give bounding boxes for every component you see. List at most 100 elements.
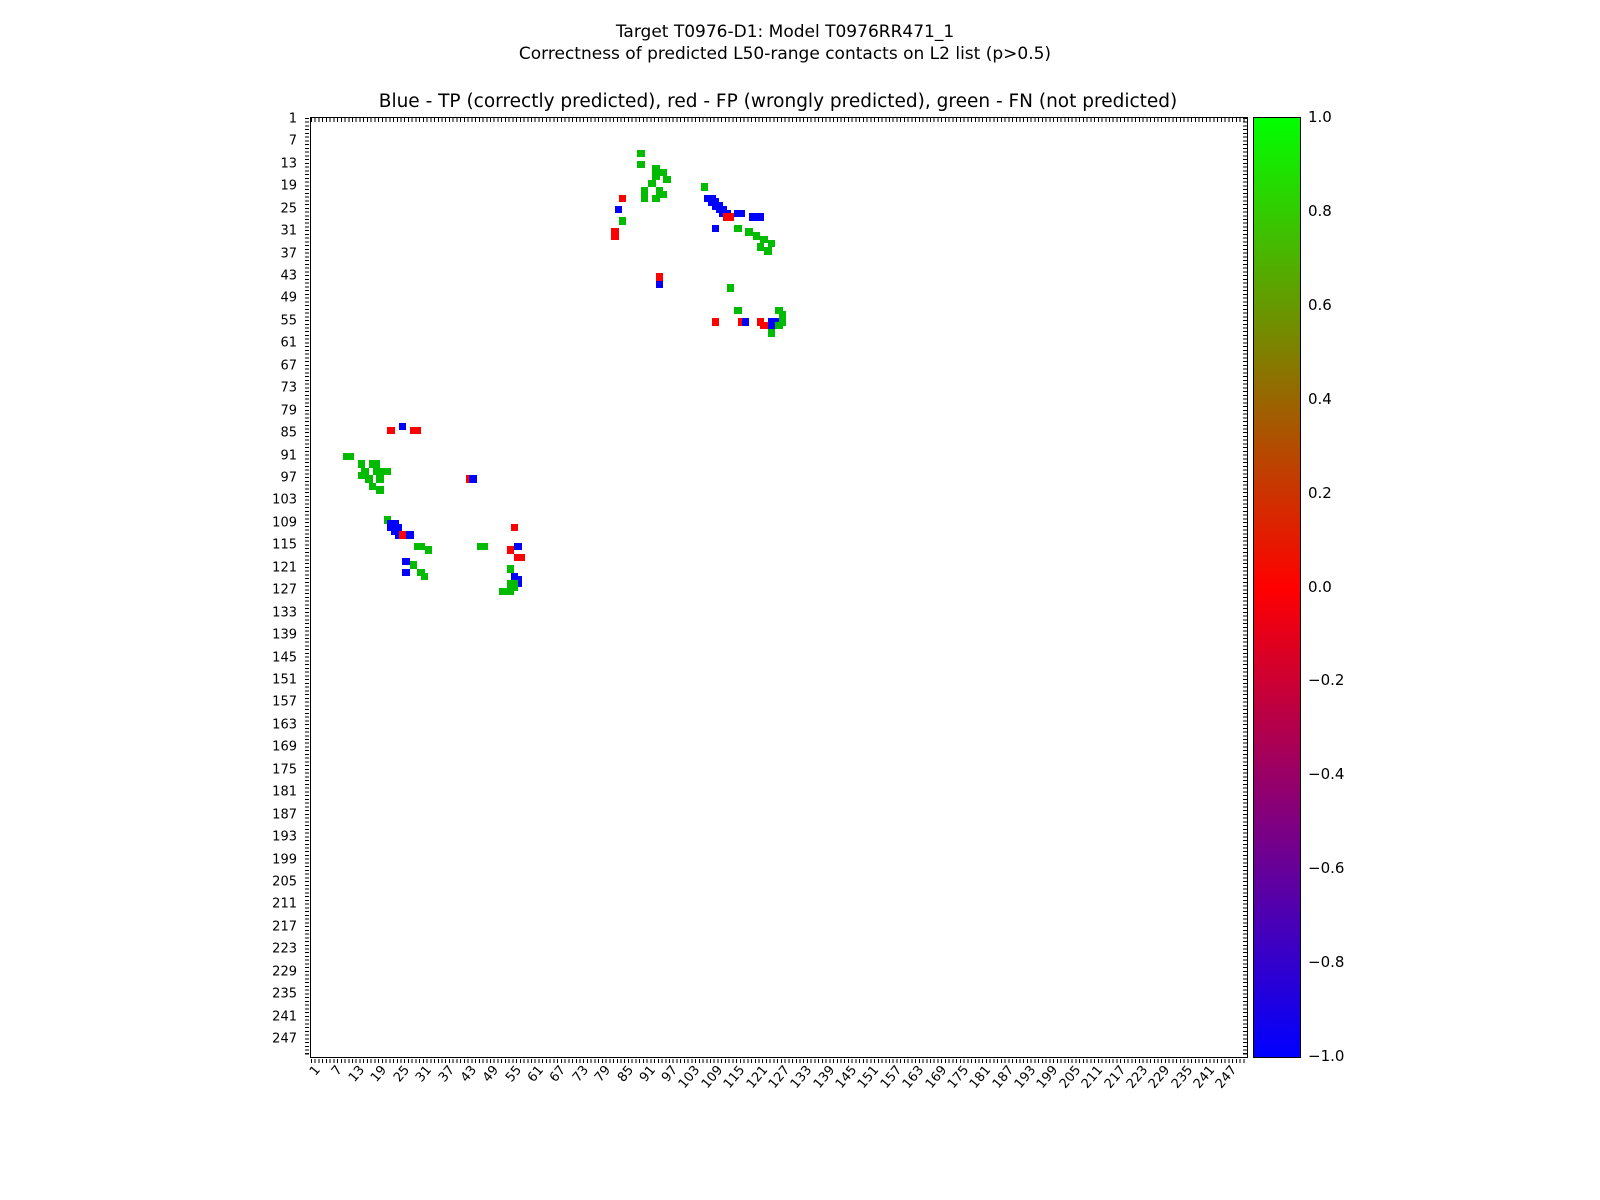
contact-point-tp [711,224,720,233]
y-tick-label: 157 [272,694,297,710]
colorbar-tick-label: 0.2 [1308,483,1332,502]
contact-point-tp [719,209,727,218]
y-tick-label: 103 [272,492,297,508]
contact-point-tp [394,531,403,539]
y-tick-label: 181 [272,784,297,800]
contact-point-fn [659,168,668,176]
colorbar-tick-label: 0.4 [1308,389,1332,408]
contact-point-fn [648,179,656,188]
contact-point-fn [417,542,425,551]
contact-point-fn [652,164,660,173]
contact-point-fp [760,321,768,330]
y-tick-label: 1 [288,111,297,127]
contact-point-fp [409,426,418,435]
contact-point-fp [611,232,619,240]
contact-point-tp [708,198,716,206]
contact-point-fp [510,523,518,532]
y-tick-label: 43 [280,268,297,284]
colorbar [1253,117,1301,1058]
y-tick-label: 175 [272,762,297,778]
top-axis-minor-ticks [311,118,1247,122]
contact-point-fn [499,587,507,595]
y-tick-label: 79 [280,403,297,419]
colorbar-tick-label: −0.2 [1308,671,1345,690]
y-tick-label: 73 [280,380,297,396]
contact-point-fn [417,568,425,577]
axes-title: Blue - TP (correctly predicted), red - F… [378,91,1178,112]
contact-point-fn [506,565,515,573]
plot-area [305,117,1248,1063]
contact-point-fn [663,175,671,184]
contact-point-fn [775,321,783,330]
contact-point-fn [659,190,668,199]
y-tick-label: 115 [272,537,297,553]
contact-point-tp [402,557,410,566]
contact-point-fn [424,546,433,554]
contact-point-tp [704,194,712,203]
y-tick-label: 163 [272,717,297,733]
contact-point-tp [655,280,664,289]
contact-point-fn [357,471,366,479]
y-tick-label: 235 [272,986,297,1002]
y-tick-label: 247 [272,1031,297,1047]
y-tick-label: 31 [280,223,297,239]
contact-point-fn [357,460,366,468]
contact-point-fn [734,224,742,233]
contact-point-tp [469,475,477,483]
y-tick-label: 169 [272,739,297,755]
contact-point-fn [779,318,787,326]
y-tick-label: 133 [272,605,297,621]
y-tick-label: 127 [272,582,297,598]
contact-point-fn [342,452,351,461]
contact-point-fn [752,232,761,240]
contact-point-fn [365,475,373,483]
y-axis-tick-labels: 1 7 13 19 25 31 37 43 49 55 61 67 73 79 85 91 97 103 109 11… [0,111,303,1056]
contact-point-fn [510,583,518,592]
contact-point-fn [745,228,753,236]
contact-point-fn [760,235,768,244]
y-tick-label: 145 [272,650,297,666]
right-axis-minor-ticks [1243,118,1247,1057]
y-tick-label: 67 [280,358,297,374]
contact-point-fn [700,183,709,191]
colorbar-tick-label: −0.8 [1308,953,1345,972]
contact-point-fp [398,531,407,539]
contact-point-fn [652,194,660,203]
contact-point-tp [756,213,765,221]
contact-point-fp [618,194,627,203]
contact-point-fn [641,194,649,203]
contact-point-fn [652,172,660,180]
contact-point-tp [398,422,407,431]
y-tick-label: 61 [280,335,297,351]
contact-point-fn [637,149,645,158]
y-tick-label: 55 [280,313,297,329]
contact-point-fn [734,306,742,315]
contact-point-tp [737,209,746,218]
x-axis-tick-labels: 1 7 13 19 25 31 37 43 49 55 61 67 73 79 85 91 97 103 109 11… [306,1063,1241,1092]
contact-point-tp [614,205,623,214]
contact-point-fn [480,542,489,551]
contact-point-fn [421,572,429,580]
contact-point-tp [749,213,757,221]
colorbar-tick-label: −1.0 [1308,1047,1345,1065]
contact-point-fn [368,482,377,491]
contact-point-fp [726,213,735,221]
contact-point-tp [406,531,414,539]
contact-point-tp [514,542,522,551]
contact-point-fn [409,561,418,569]
y-tick-label: 199 [272,852,297,868]
y-tick-label: 37 [280,246,297,262]
y-tick-label: 109 [272,515,297,531]
contact-point-tp [402,568,410,577]
colorbar-tick-label: −0.6 [1308,859,1345,878]
y-tick-label: 151 [272,672,297,688]
contact-point-fn [476,542,485,551]
y-tick-label: 241 [272,1009,297,1025]
contact-point-tp [741,318,750,326]
contact-point-fn [506,587,515,595]
contact-point-tp [514,576,522,584]
contact-point-fn [383,516,392,524]
y-tick-label: 7 [288,133,297,149]
y-tick-label: 205 [272,874,297,890]
contact-point-fp [506,546,515,554]
